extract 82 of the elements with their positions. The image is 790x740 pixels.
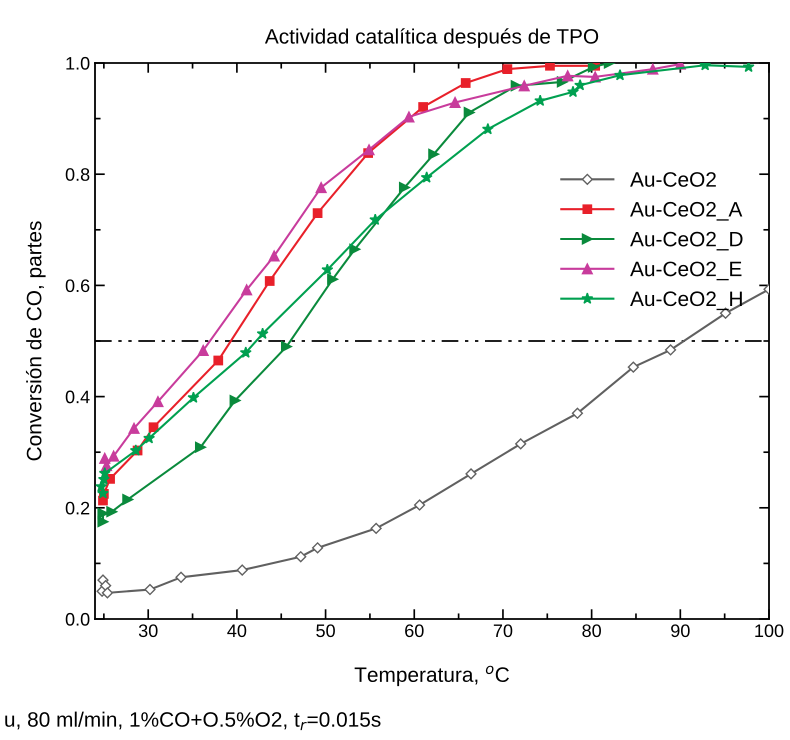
- point: [122, 494, 134, 506]
- point: [327, 274, 338, 285]
- point: [502, 64, 512, 74]
- point: [312, 208, 322, 218]
- point: [152, 396, 164, 408]
- point: [628, 362, 639, 373]
- y-tick-label: 0.2: [66, 502, 90, 515]
- x-tick-label: 40: [227, 624, 246, 638]
- point: [108, 450, 120, 462]
- legend-label: Au-CeO2_H: [630, 291, 742, 310]
- point: [614, 68, 626, 80]
- chart-title: Actividad catalítica después de TPO: [264, 28, 598, 48]
- x-tick-label: 70: [494, 624, 512, 638]
- text: u, 80 ml/min, 1%CO+O.5%O2, t$_{r}$=0.015s: [5, 712, 381, 730]
- point: [128, 422, 140, 434]
- legend-label: Au-CeO2: [630, 172, 716, 187]
- point: [567, 86, 579, 98]
- x-axis-title: Temperatura, $^{o}$C: [354, 666, 509, 686]
- point: [106, 506, 118, 518]
- x-tick-label: 30: [138, 624, 158, 638]
- point: [230, 394, 241, 406]
- point: [295, 551, 306, 562]
- point: [236, 564, 248, 576]
- x-tick-label: 50: [316, 624, 335, 638]
- point: [194, 442, 206, 453]
- point: [572, 408, 584, 419]
- point: [143, 432, 156, 444]
- point: [148, 422, 158, 432]
- point: [742, 63, 755, 72]
- point: [175, 572, 187, 583]
- point: [213, 356, 224, 366]
- y-tick-label: 0.0: [66, 612, 90, 626]
- legend-label: Au-CeO2_E: [630, 262, 742, 280]
- point: [465, 468, 477, 480]
- point: [562, 70, 574, 82]
- point: [321, 264, 334, 276]
- point: [460, 78, 471, 88]
- point: [398, 182, 410, 194]
- y-tick-label: 0.8: [66, 168, 90, 181]
- point: [515, 438, 526, 450]
- point: [370, 522, 382, 534]
- point: [97, 516, 109, 528]
- point: [518, 80, 530, 92]
- y-tick-label: 0.4: [66, 390, 90, 404]
- point: [363, 144, 375, 156]
- point: [316, 182, 327, 194]
- point: [403, 111, 414, 122]
- point: [545, 63, 555, 71]
- point: [418, 102, 428, 112]
- point: [414, 499, 426, 511]
- point: [349, 244, 360, 255]
- legend-label: Au-CeO2_A: [630, 202, 742, 221]
- point: [198, 344, 209, 356]
- x-tick-label: 60: [405, 624, 424, 638]
- y-tick-label: 0.6: [66, 279, 90, 292]
- point: [574, 78, 586, 90]
- legend-label: Au-CeO2_D: [630, 232, 743, 250]
- point: [281, 341, 292, 352]
- point: [450, 96, 461, 108]
- point: [130, 444, 142, 456]
- point: [369, 214, 382, 225]
- y-tick-label: 1.0: [66, 56, 90, 70]
- x-tick-label: 80: [582, 624, 601, 638]
- point: [588, 63, 599, 72]
- y-axis-title: Conversión de CO, partes: [26, 221, 46, 460]
- point: [256, 328, 269, 339]
- point: [144, 584, 156, 596]
- point: [312, 542, 324, 554]
- point: [187, 391, 200, 403]
- point: [268, 250, 280, 262]
- x-tick-label: 90: [671, 624, 690, 638]
- point: [482, 122, 494, 134]
- point: [464, 106, 475, 118]
- point: [420, 171, 433, 183]
- point: [240, 346, 252, 358]
- point: [241, 284, 252, 296]
- point: [664, 344, 676, 356]
- point: [428, 148, 440, 160]
- x-tick-label: 100: [755, 624, 784, 638]
- point: [534, 94, 546, 106]
- point: [264, 276, 275, 286]
- point: [102, 587, 114, 598]
